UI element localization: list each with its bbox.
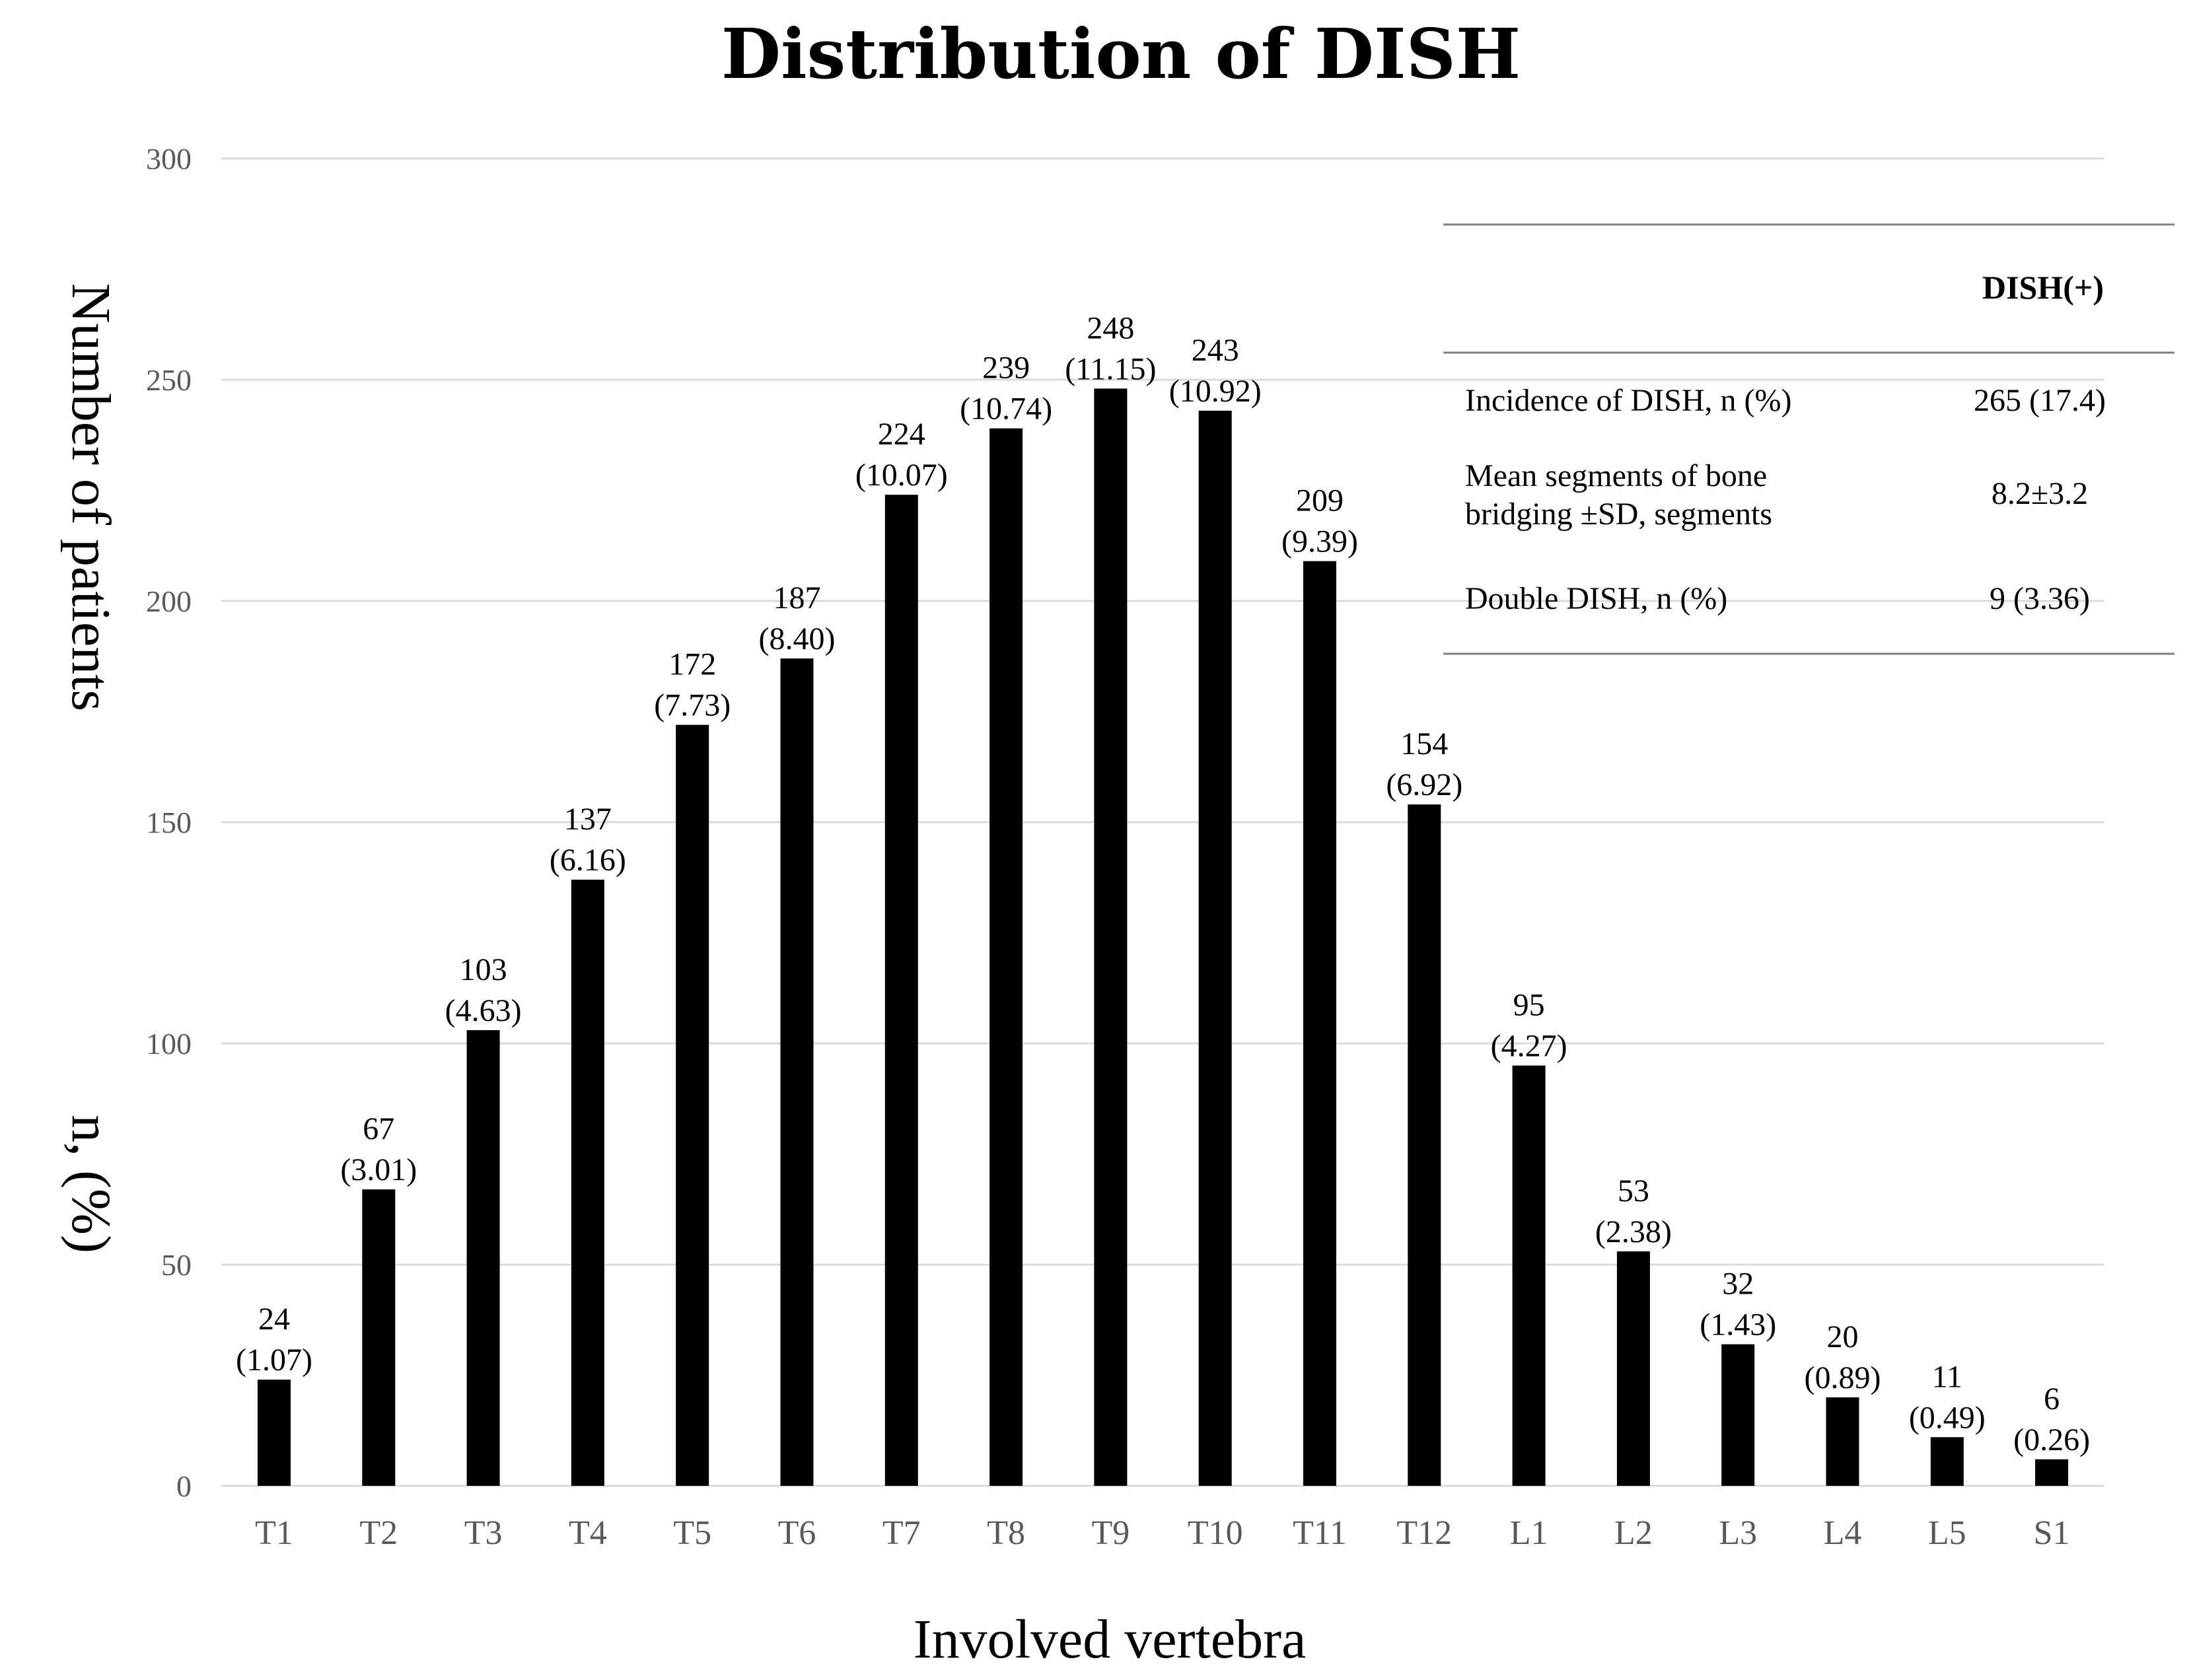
data-label-value-T4: 137	[564, 802, 612, 837]
table-row-mean-segments-label-line1: Mean segments of bone	[1465, 458, 1767, 493]
bar-L5	[1930, 1437, 1964, 1486]
table-row-double-dish-value: 9 (3.36)	[1990, 581, 2090, 616]
data-label-value-T11: 209	[1296, 483, 1344, 518]
x-tick-label-S1: S1	[2034, 1514, 2070, 1552]
data-label-value-L2: 53	[1618, 1173, 1649, 1208]
bar-T12	[1408, 804, 1441, 1486]
x-tick-label-L3: L3	[1719, 1514, 1757, 1552]
x-tick-label-T10: T10	[1188, 1514, 1243, 1552]
x-tick-label-T6: T6	[778, 1514, 816, 1552]
bar-T10	[1198, 410, 1232, 1486]
data-label-percent-L1: (4.27)	[1491, 1029, 1567, 1064]
x-tick-label-L1: L1	[1510, 1514, 1548, 1552]
x-axis-categories: T1 T2 T3 T4 T5 T6 T7 T8 T9 T10 T11 T12 L1 L2 L3 L4 L5 S1	[255, 1514, 2069, 1552]
data-label-percent-T7: (10.07)	[855, 458, 948, 493]
data-label-value-T8: 239	[982, 351, 1030, 386]
data-label-value-T10: 243	[1192, 333, 1239, 368]
y-tick-label: 100	[146, 1027, 192, 1061]
data-label-percent-T9: (11.15)	[1065, 351, 1156, 386]
y-axis-title-line2: n, (%)	[60, 1115, 122, 1253]
data-label-percent-T4: (6.16)	[550, 843, 626, 878]
x-tick-label-L4: L4	[1824, 1514, 1862, 1552]
data-label-percent-S1: (0.26)	[2013, 1422, 2090, 1457]
bar-L1	[1512, 1065, 1546, 1486]
x-tick-label-T2: T2	[359, 1514, 398, 1552]
data-label-percent-L5: (0.49)	[1909, 1400, 1986, 1435]
y-tick-label: 250	[146, 363, 192, 397]
bar-T7	[884, 495, 918, 1487]
data-label-value-T6: 187	[773, 580, 821, 615]
data-label-percent-T3: (4.63)	[445, 993, 522, 1028]
x-tick-label-T5: T5	[673, 1514, 711, 1552]
chart-title: Distribution of DISH	[721, 13, 1521, 94]
bar-T11	[1303, 561, 1336, 1487]
table-row-mean-segments-value: 8.2±3.2	[1992, 476, 2088, 511]
data-label-percent-L2: (2.38)	[1595, 1214, 1672, 1249]
bar-S1	[2035, 1459, 2069, 1486]
x-tick-label-T3: T3	[464, 1514, 503, 1552]
x-tick-label-T9: T9	[1092, 1514, 1130, 1552]
data-label-value-T5: 172	[668, 647, 716, 682]
x-tick-label-T1: T1	[255, 1514, 293, 1552]
data-label-value-T7: 224	[878, 417, 925, 452]
bar-T2	[362, 1189, 396, 1486]
y-tick-label: 300	[146, 142, 192, 176]
data-label-value-L1: 95	[1513, 988, 1545, 1023]
data-label-percent-T10: (10.92)	[1169, 374, 1262, 409]
data-label-value-L4: 20	[1827, 1319, 1859, 1354]
x-tick-label-T11: T11	[1293, 1514, 1347, 1552]
data-label-value-L3: 32	[1722, 1267, 1754, 1302]
gridlines	[221, 157, 2104, 1487]
bar-L4	[1826, 1397, 1859, 1486]
bar-T9	[1094, 388, 1128, 1486]
table-row-mean-segments-label-line2: bridging ±SD, segments	[1465, 497, 1772, 532]
data-label-percent-T6: (8.40)	[759, 621, 836, 656]
bar-T5	[676, 724, 709, 1486]
x-tick-label-T7: T7	[882, 1514, 921, 1552]
bar-T8	[989, 428, 1023, 1487]
x-tick-label-T4: T4	[569, 1514, 607, 1552]
table-row-incidence-label: Incidence of DISH, n (%)	[1465, 383, 1791, 418]
bar-T3	[466, 1030, 500, 1486]
y-tick-label: 200	[146, 584, 192, 618]
bar-T4	[571, 880, 604, 1486]
bar-L2	[1616, 1251, 1650, 1486]
data-label-value-T3: 103	[460, 952, 507, 987]
table-row-double-dish-label: Double DISH, n (%)	[1465, 581, 1727, 616]
y-axis-title: Number of patients n, (%)	[60, 283, 122, 1253]
y-axis-ticks: 0 50 100 150 200 250 300	[146, 142, 192, 1503]
bars	[258, 388, 2069, 1487]
x-tick-label-L2: L2	[1614, 1514, 1653, 1552]
y-tick-label: 0	[176, 1469, 192, 1503]
data-label-percent-L4: (0.89)	[1805, 1360, 1881, 1395]
data-label-value-T9: 248	[1087, 310, 1134, 345]
x-axis-title: Involved vertebra	[914, 1609, 1307, 1670]
data-label-percent-T2: (3.01)	[340, 1152, 417, 1187]
data-label-value-S1: 6	[2044, 1382, 2060, 1417]
bar-T1	[258, 1380, 291, 1486]
table-header-dish-positive: DISH(+)	[1982, 269, 2104, 306]
bar-L3	[1721, 1344, 1755, 1486]
bar-T6	[780, 658, 814, 1486]
data-label-value-L5: 11	[1932, 1359, 1962, 1394]
data-label-value-T1: 24	[258, 1302, 290, 1337]
y-tick-label: 150	[146, 806, 192, 839]
data-label-percent-T5: (7.73)	[654, 688, 731, 723]
x-tick-label-T8: T8	[987, 1514, 1025, 1552]
data-label-percent-T1: (1.07)	[236, 1343, 312, 1378]
data-label-percent-T8: (10.74)	[960, 392, 1052, 427]
data-label-value-T12: 154	[1400, 726, 1448, 761]
y-axis-title-line1: Number of patients	[60, 283, 122, 712]
data-label-percent-L3: (1.43)	[1700, 1308, 1776, 1343]
data-label-percent-T11: (9.39)	[1281, 524, 1358, 559]
y-tick-label: 50	[161, 1248, 192, 1282]
data-labels: 24 (1.07) 67 (3.01) 103 (4.63) 137 (6.16) 172 (7.…	[236, 310, 2090, 1457]
x-tick-label-L5: L5	[1928, 1514, 1966, 1552]
data-label-value-T2: 67	[363, 1111, 394, 1146]
x-tick-label-T12: T12	[1396, 1514, 1452, 1552]
inset-summary-table: DISH(+) Incidence of DISH, n (%) 265 (17…	[1443, 223, 2174, 655]
data-label-percent-T12: (6.92)	[1386, 767, 1462, 802]
table-row-incidence-value: 265 (17.4)	[1974, 383, 2106, 418]
